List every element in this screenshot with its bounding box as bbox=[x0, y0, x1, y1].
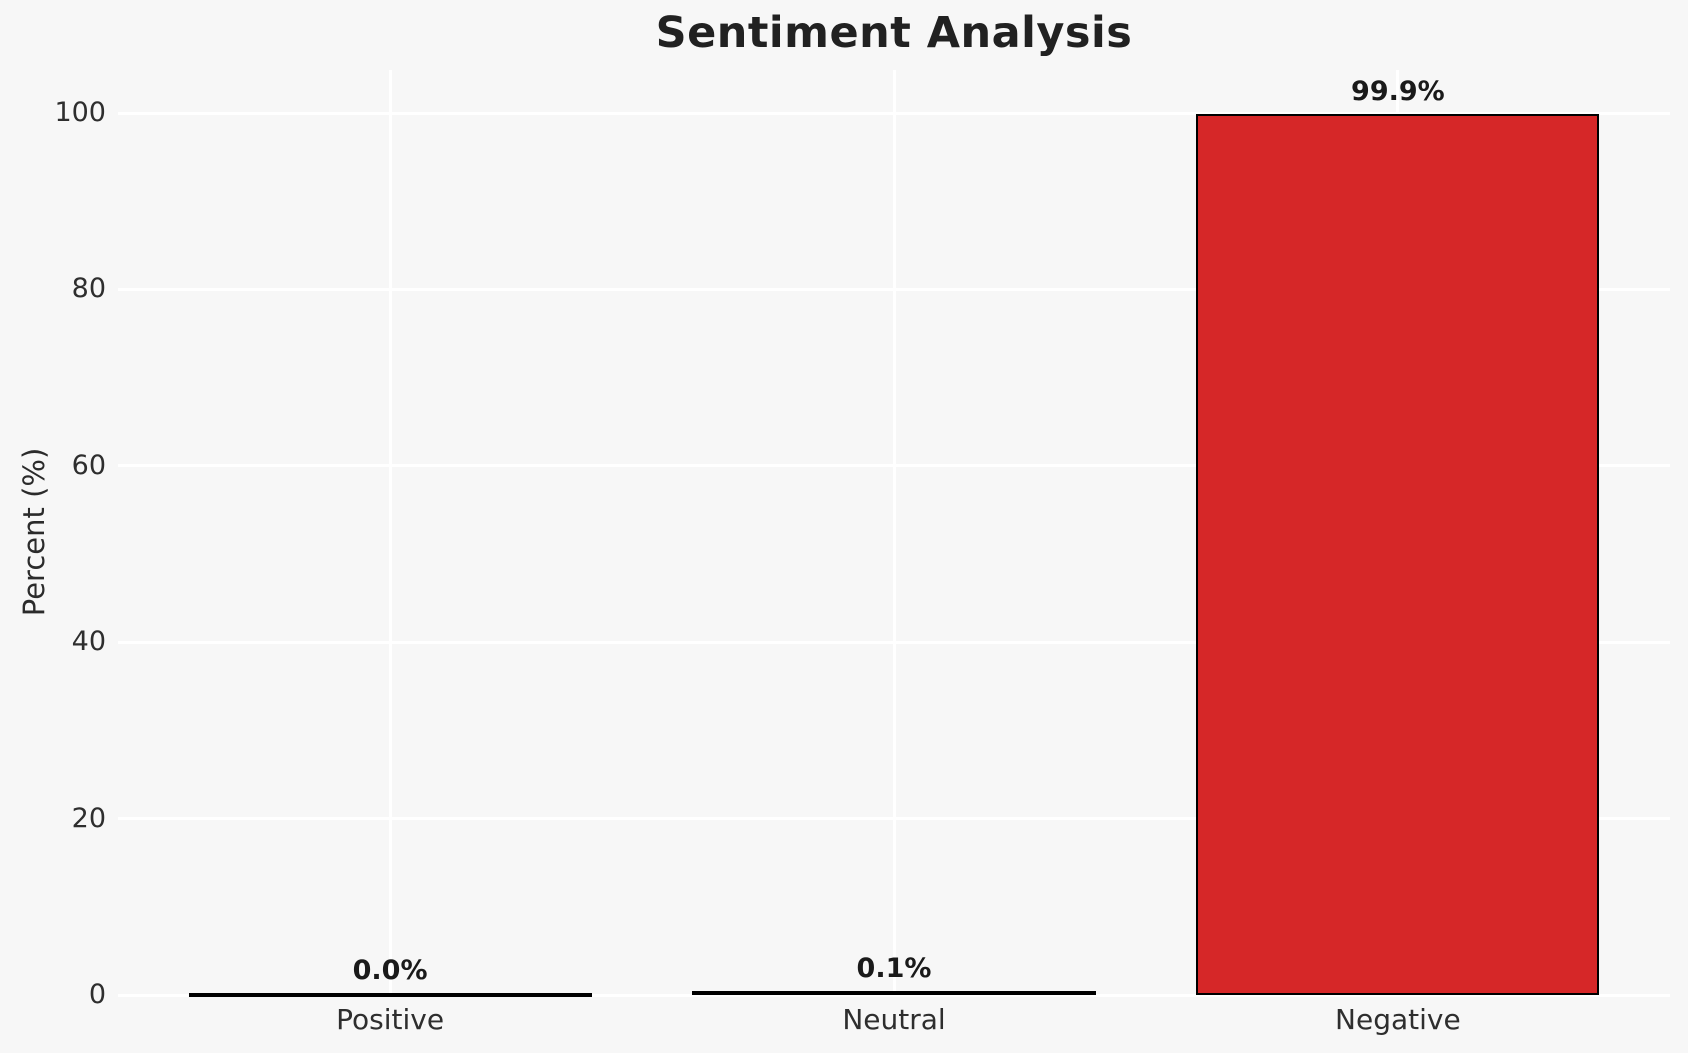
value-label-positive: 0.0% bbox=[352, 955, 428, 986]
bar-neutral bbox=[692, 991, 1096, 995]
chart-title: Sentiment Analysis bbox=[655, 8, 1133, 58]
gridline-x-neutral bbox=[892, 70, 896, 995]
gridline-x-positive bbox=[388, 70, 392, 995]
bar-negative bbox=[1196, 113, 1600, 995]
value-label-negative: 99.9% bbox=[1351, 75, 1445, 107]
x-tick-negative: Negative bbox=[1335, 1003, 1461, 1036]
y-tick-60: 60 bbox=[71, 449, 106, 481]
x-tick-neutral: Neutral bbox=[842, 1003, 946, 1036]
y-tick-100: 100 bbox=[54, 97, 106, 128]
bar-positive bbox=[188, 993, 592, 997]
y-tick-40: 40 bbox=[71, 626, 106, 658]
value-label-neutral: 0.1% bbox=[856, 953, 932, 984]
y-tick-0: 0 bbox=[88, 979, 106, 1010]
y-tick-80: 80 bbox=[71, 273, 106, 305]
gridline-y-0 bbox=[118, 993, 1670, 997]
x-tick-positive: Positive bbox=[336, 1003, 445, 1036]
y-tick-20: 20 bbox=[71, 802, 106, 834]
